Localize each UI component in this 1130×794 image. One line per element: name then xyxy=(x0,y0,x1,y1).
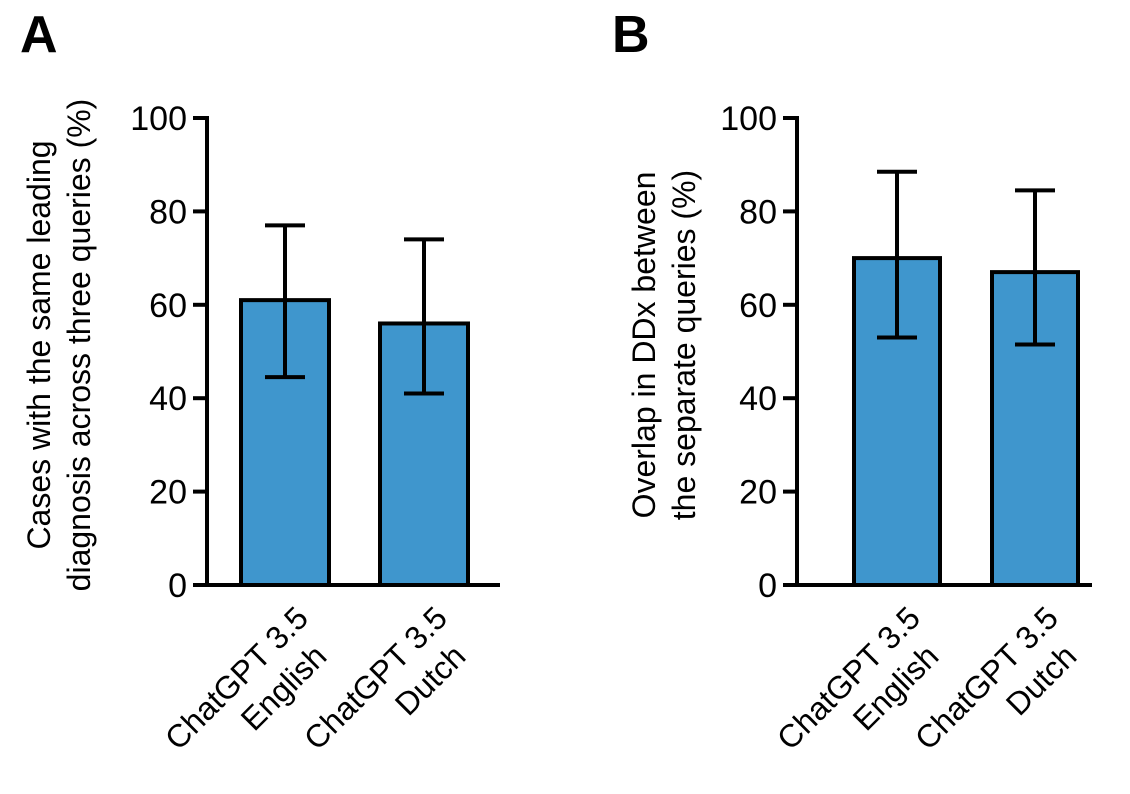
error-bar xyxy=(404,237,444,396)
y-axis-label-line: diagnosis across three queries (%) xyxy=(61,99,97,592)
error-bar xyxy=(1015,188,1055,347)
y-tick-label: 80 xyxy=(149,193,187,231)
y-axis-label: Cases with the same leading diagnosis acr… xyxy=(21,99,97,592)
chart-panel-a: A 0 20 40 60 80 100 Cases with the same leading… xyxy=(20,6,500,757)
y-tick-label: 40 xyxy=(739,380,777,418)
chart-panel-b: B 0 20 40 60 80 100 Overlap in DDx between the s… xyxy=(612,6,1092,757)
error-bar xyxy=(265,223,305,380)
panel-label: A xyxy=(20,6,58,64)
error-bar xyxy=(877,169,917,340)
y-axis-label-line: Cases with the same leading xyxy=(21,140,57,549)
y-tick-label: 0 xyxy=(168,567,187,605)
y-tick-label: 60 xyxy=(149,287,187,325)
y-axis-label-line: Overlap in DDx between xyxy=(626,172,662,519)
bar xyxy=(378,321,470,587)
y-tick-label: 100 xyxy=(130,100,187,138)
y-axis-label: Overlap in DDx between the separate queri… xyxy=(626,170,702,520)
y-tick-label: 20 xyxy=(149,474,187,512)
y-tick-label: 20 xyxy=(739,474,777,512)
y-tick-label: 100 xyxy=(720,100,777,138)
y-tick-label: 40 xyxy=(149,380,187,418)
y-axis-label-line: the separate queries (%) xyxy=(666,170,702,520)
panel-label: B xyxy=(612,6,650,64)
y-tick-label: 80 xyxy=(739,193,777,231)
y-tick-label: 60 xyxy=(739,287,777,325)
y-tick-label: 0 xyxy=(758,567,777,605)
